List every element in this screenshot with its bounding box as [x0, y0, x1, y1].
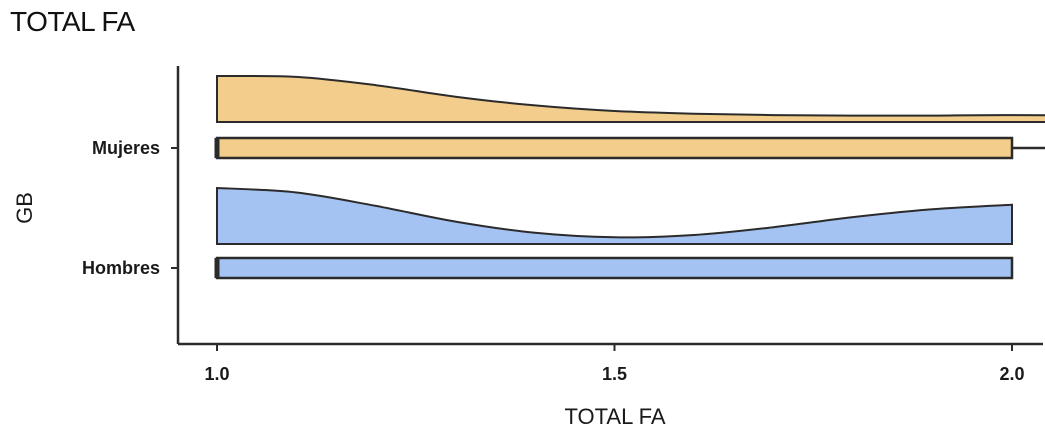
series-mujeres — [214, 74, 1045, 160]
series-hombres — [214, 186, 1014, 280]
density-mujeres — [216, 74, 1045, 123]
y-tick-label-0: Mujeres — [92, 138, 160, 158]
x-tick-label-2: 2.0 — [999, 364, 1024, 384]
chart-title: TOTAL FA — [10, 6, 135, 37]
x-axis-label: TOTAL FA — [564, 404, 665, 429]
chart-marks — [214, 74, 1045, 280]
x-tick-label-1: 1.5 — [602, 364, 627, 384]
density-hombres — [216, 186, 1013, 245]
box-mujeres — [215, 136, 1014, 160]
y-axis-label: GB — [12, 192, 37, 224]
box-hombres — [215, 256, 1014, 280]
y-tick-label-1: Hombres — [82, 258, 160, 278]
x-tick-label-0: 1.0 — [204, 364, 229, 384]
